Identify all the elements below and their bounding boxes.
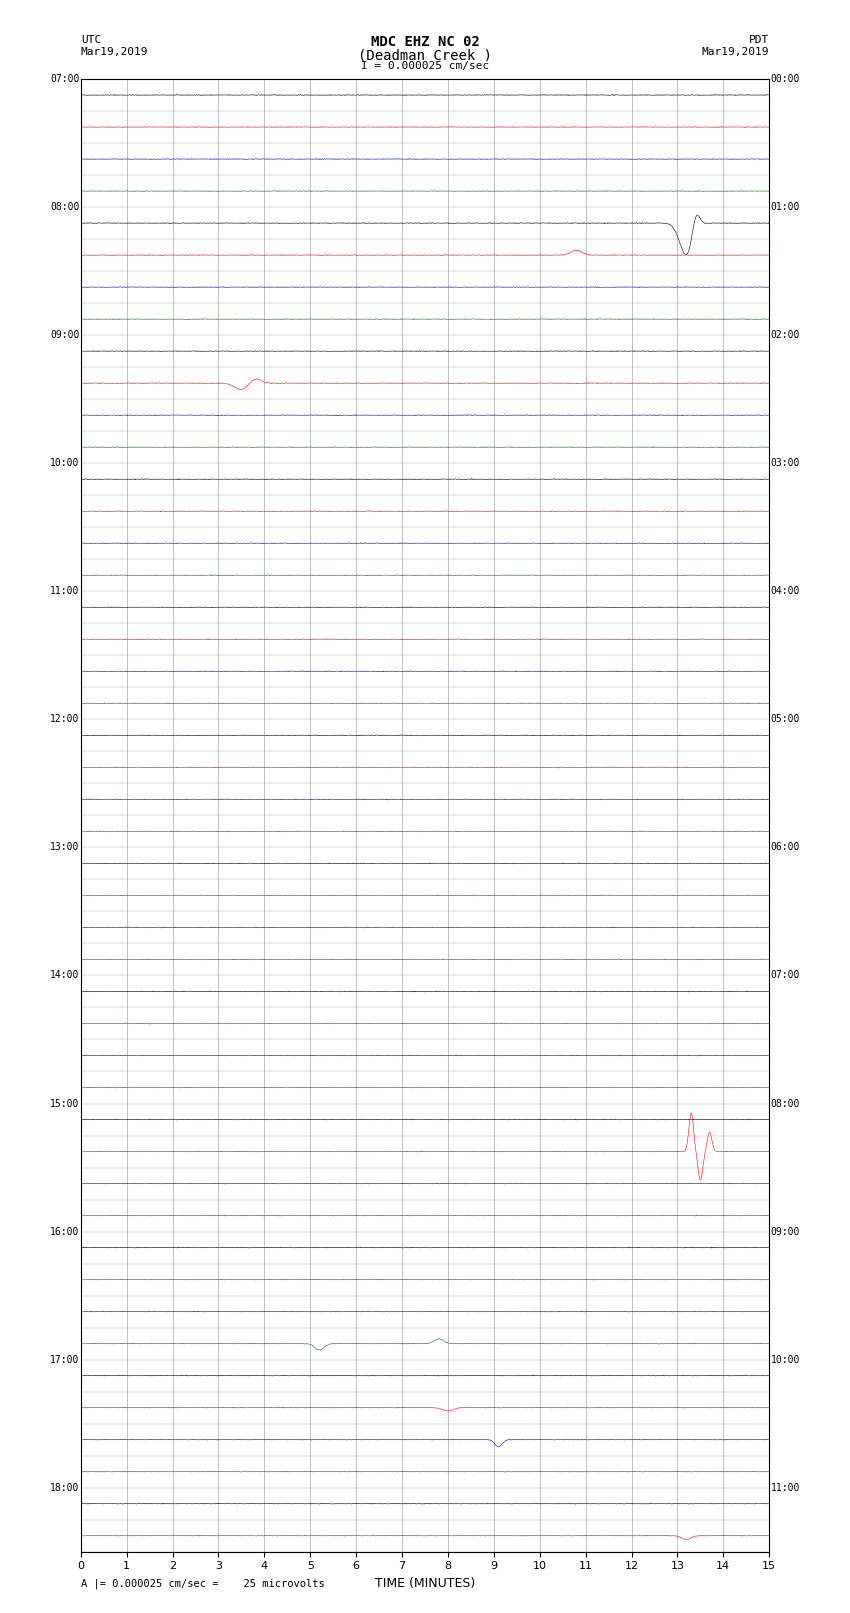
Text: 12:00: 12:00 [50, 715, 79, 724]
Text: UTC: UTC [81, 35, 101, 45]
Text: 08:00: 08:00 [50, 202, 79, 211]
Text: 07:00: 07:00 [50, 74, 79, 84]
Text: 13:00: 13:00 [50, 842, 79, 852]
Text: 18:00: 18:00 [50, 1482, 79, 1492]
Text: 11:00: 11:00 [771, 1482, 800, 1492]
Text: 06:00: 06:00 [771, 842, 800, 852]
Text: 09:00: 09:00 [50, 331, 79, 340]
Text: 08:00: 08:00 [771, 1098, 800, 1108]
Text: 10:00: 10:00 [50, 458, 79, 468]
Text: 01:00: 01:00 [771, 202, 800, 211]
Text: 02:00: 02:00 [771, 331, 800, 340]
Text: PDT: PDT [749, 35, 769, 45]
Text: 04:00: 04:00 [771, 586, 800, 597]
Text: (Deadman Creek ): (Deadman Creek ) [358, 48, 492, 63]
Text: 15:00: 15:00 [50, 1098, 79, 1108]
Text: Mar19,2019: Mar19,2019 [702, 47, 769, 56]
Text: 14:00: 14:00 [50, 971, 79, 981]
Text: Mar19,2019: Mar19,2019 [81, 47, 148, 56]
Text: 03:00: 03:00 [771, 458, 800, 468]
Text: 00:00: 00:00 [771, 74, 800, 84]
Text: 11:00: 11:00 [50, 586, 79, 597]
Text: 09:00: 09:00 [771, 1226, 800, 1237]
Text: I = 0.000025 cm/sec: I = 0.000025 cm/sec [361, 61, 489, 71]
Text: A |= 0.000025 cm/sec =    25 microvolts: A |= 0.000025 cm/sec = 25 microvolts [81, 1578, 325, 1589]
Text: 10:00: 10:00 [771, 1355, 800, 1365]
Text: 17:00: 17:00 [50, 1355, 79, 1365]
Text: MDC EHZ NC 02: MDC EHZ NC 02 [371, 35, 479, 50]
Text: 16:00: 16:00 [50, 1226, 79, 1237]
Text: 05:00: 05:00 [771, 715, 800, 724]
Text: 07:00: 07:00 [771, 971, 800, 981]
X-axis label: TIME (MINUTES): TIME (MINUTES) [375, 1578, 475, 1590]
